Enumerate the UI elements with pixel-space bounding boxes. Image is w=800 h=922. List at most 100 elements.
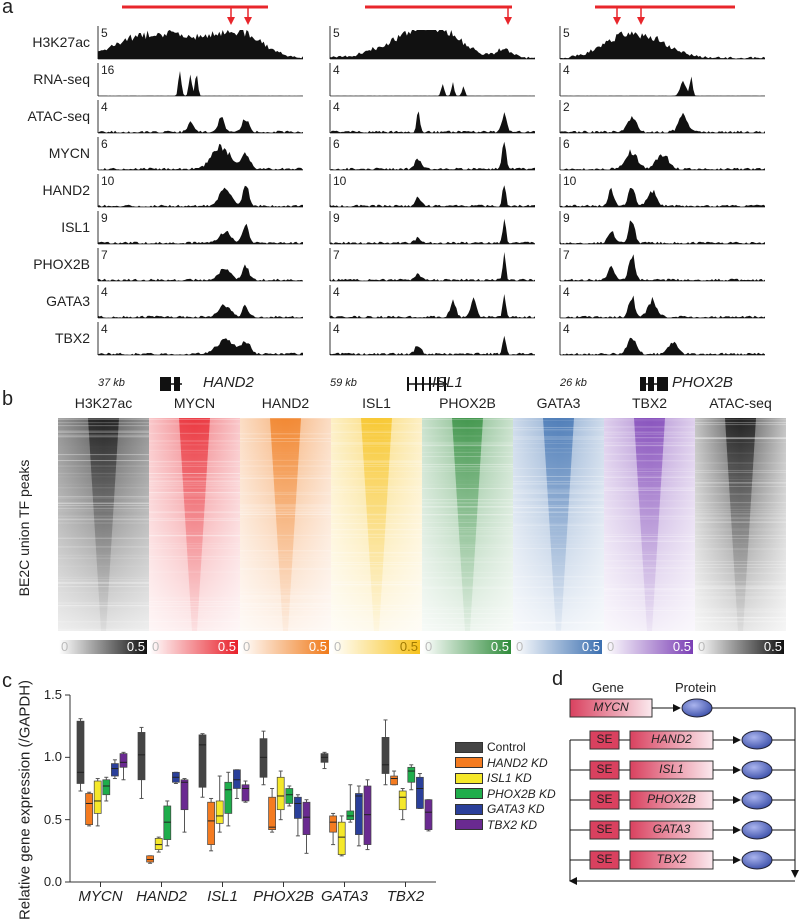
track-label-h3k27ac: H3K27ac <box>32 34 90 50</box>
box-isl1-kd-tbx2 <box>398 788 407 821</box>
gene-label-gata3: GATA3 <box>652 822 691 836</box>
signal-track-isl1 <box>330 218 535 244</box>
track-scale: 4 <box>563 322 570 336</box>
exon <box>648 377 654 391</box>
box-phox2b-kd-tbx2 <box>407 764 416 791</box>
heatmap-phox2b <box>422 418 513 631</box>
box-tbx2-kd-mycn <box>119 751 128 781</box>
exon <box>160 377 166 391</box>
colorbar-max: 0.5 <box>217 639 236 654</box>
colorbar-tbx2: 0 0.5 <box>605 639 693 654</box>
se-label: SE <box>596 762 613 776</box>
track-scale: 4 <box>563 63 570 77</box>
box-gata3-kd-tbx2 <box>416 773 424 809</box>
heatmap-tbx2 <box>604 418 695 631</box>
colorbar-max: 0.5 <box>763 639 782 654</box>
se-label: SE <box>596 732 613 746</box>
track-scale: 6 <box>101 137 108 151</box>
exon <box>422 377 424 391</box>
panel-label-c: c <box>2 670 12 692</box>
track-scale: 9 <box>333 211 340 225</box>
heatmap-header-gata3: GATA3 <box>536 395 581 411</box>
legend-item-isl1-kd: ISL1 KD <box>455 771 532 785</box>
arrow-head-icon <box>244 17 252 25</box>
colorbar-max: 0.5 <box>126 639 145 654</box>
box-tbx2-kd-hand2 <box>180 778 189 833</box>
locus-size: 37 kb <box>98 377 125 389</box>
colorbar-max: 0.5 <box>308 639 327 654</box>
track-scale: 6 <box>563 137 570 151</box>
colorbar-isl1: 0 0.5 <box>332 639 420 654</box>
signal-track-h3k27ac <box>330 30 535 59</box>
box-control-gata3 <box>320 751 329 770</box>
colorbar-min: 0 <box>152 639 160 654</box>
track-label-gata3: GATA3 <box>46 293 90 309</box>
exon <box>437 377 439 391</box>
legend-label: GATA3 KD <box>487 802 545 816</box>
signal-track-hand2 <box>560 187 765 207</box>
gene-name-hand2: HAND2 <box>203 374 254 391</box>
signal-track-hand2 <box>98 185 303 207</box>
colorbar-gata3: 0 0.5 <box>514 639 602 654</box>
colorbar-max: 0.5 <box>672 639 691 654</box>
heatmap-gata3 <box>513 418 604 631</box>
box-tbx2-kd-isl1 <box>241 780 250 803</box>
legend-swatch <box>455 741 483 753</box>
signal-track-rna-seq <box>98 71 303 96</box>
signal-track-phox2b <box>560 254 765 281</box>
track-label-rna-seq: RNA-seq <box>33 71 90 87</box>
arrow-head-icon <box>637 17 645 25</box>
box-gata3-kd-hand2 <box>172 771 180 785</box>
protein-header: Protein <box>675 680 717 695</box>
signal-track-atac-seq <box>330 111 535 133</box>
legend-swatch <box>455 757 483 768</box>
y-tick-label: 0.5 <box>43 811 62 827</box>
x-tick-label-gata3: GATA3 <box>321 888 368 905</box>
heatmap-fade <box>604 418 695 631</box>
track-scale: 5 <box>101 26 108 40</box>
box-control-tbx2 <box>381 719 390 786</box>
box-phox2b-kd-hand2 <box>163 800 172 847</box>
heatmap-mycn <box>149 418 240 631</box>
box-tbx2-kd-tbx2 <box>424 799 433 832</box>
legend-label: HAND2 KD <box>487 755 548 770</box>
x-tick-label-phox2b: PHOX2B <box>253 888 314 905</box>
heatmap-fade <box>422 418 513 631</box>
x-tick-label-hand2: HAND2 <box>136 888 187 905</box>
track-scale: 4 <box>101 285 108 299</box>
signal-track-h3k27ac <box>560 31 765 59</box>
legend-item-control: Control <box>455 740 526 754</box>
box-phox2b-kd-mycn <box>102 776 111 802</box>
colorbar-min: 0 <box>698 639 706 654</box>
colorbar-min: 0 <box>243 639 251 654</box>
x-tick-label-tbx2: TBX2 <box>386 888 425 905</box>
legend-label: Control <box>487 740 526 754</box>
feedback-line <box>712 707 799 878</box>
box-control-isl1 <box>198 733 207 798</box>
protein-gata3 <box>741 820 773 840</box>
heatmap-hand2 <box>240 418 331 631</box>
heatmap-atac-seq <box>695 418 786 631</box>
box-hand2-kd-gata3 <box>329 812 337 846</box>
exon <box>444 377 446 391</box>
signal-track-gata3 <box>98 304 303 318</box>
heatmap-fade <box>331 418 422 631</box>
legend-label: TBX2 KD <box>487 817 538 832</box>
colorbar-min: 0 <box>334 639 342 654</box>
box-phox2b-kd-phox2b <box>285 785 294 807</box>
box-isl1-kd-isl1 <box>215 775 224 833</box>
track-label-phox2b: PHOX2B <box>33 256 90 272</box>
legend-item-phox2b-kd: PHOX2B KD <box>455 787 556 801</box>
track-label-mycn: MYCN <box>48 145 90 161</box>
colorbar-max: 0.5 <box>581 639 600 654</box>
gene-name-phox2b: PHOX2B <box>672 374 733 391</box>
colorbar-h3k27ac: 0 0.5 <box>59 639 147 654</box>
box-hand2-kd-isl1 <box>207 797 215 852</box>
y-tick-label: 1.0 <box>43 749 62 765</box>
legend-swatch <box>455 788 483 799</box>
colorbar-min: 0 <box>425 639 433 654</box>
box-isl1-kd-hand2 <box>154 836 163 853</box>
track-scale: 2 <box>563 100 570 114</box>
signal-track-hand2 <box>330 185 535 207</box>
